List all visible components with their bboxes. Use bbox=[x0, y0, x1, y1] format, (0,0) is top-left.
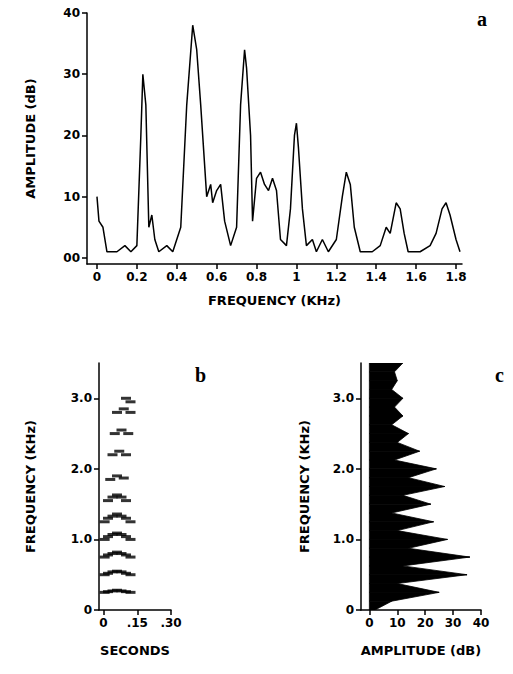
svg-text:3.0: 3.0 bbox=[333, 391, 354, 405]
svg-text:0.8: 0.8 bbox=[246, 270, 267, 284]
svg-text:30: 30 bbox=[445, 616, 462, 630]
svg-text:0: 0 bbox=[99, 616, 107, 630]
svg-text:3.0: 3.0 bbox=[71, 391, 92, 405]
svg-text:0: 0 bbox=[346, 603, 354, 617]
svg-text:1: 1 bbox=[292, 270, 300, 284]
svg-text:1.0: 1.0 bbox=[71, 532, 92, 546]
svg-text:1.2: 1.2 bbox=[326, 270, 347, 284]
svg-text:AMPLITUDE (dB): AMPLITUDE (dB) bbox=[23, 78, 38, 198]
svg-text:2.0: 2.0 bbox=[333, 462, 354, 476]
svg-text:20: 20 bbox=[417, 616, 434, 630]
svg-text:FREQUENCY (KHz): FREQUENCY (KHz) bbox=[297, 420, 312, 553]
svg-text:0: 0 bbox=[84, 603, 92, 617]
svg-text:FREQUENCY (KHz): FREQUENCY (KHz) bbox=[208, 293, 341, 308]
svg-text:.30: .30 bbox=[160, 616, 181, 630]
svg-text:40: 40 bbox=[63, 6, 80, 20]
svg-text:10: 10 bbox=[389, 616, 406, 630]
svg-text:a: a bbox=[477, 8, 487, 30]
svg-text:SECONDS: SECONDS bbox=[100, 643, 170, 658]
svg-text:0.2: 0.2 bbox=[126, 270, 147, 284]
svg-text:.15: .15 bbox=[127, 616, 148, 630]
svg-text:c: c bbox=[495, 364, 504, 386]
svg-text:b: b bbox=[195, 364, 206, 386]
svg-text:20: 20 bbox=[63, 128, 80, 142]
svg-text:0.4: 0.4 bbox=[166, 270, 187, 284]
svg-text:1.8: 1.8 bbox=[445, 270, 466, 284]
svg-text:FREQUENCY (KHz): FREQUENCY (KHz) bbox=[23, 420, 38, 553]
svg-text:0: 0 bbox=[365, 616, 373, 630]
svg-text:1.6: 1.6 bbox=[405, 270, 426, 284]
svg-text:10: 10 bbox=[63, 190, 80, 204]
svg-text:2.0: 2.0 bbox=[71, 462, 92, 476]
svg-text:40: 40 bbox=[473, 616, 490, 630]
svg-text:0: 0 bbox=[93, 270, 101, 284]
svg-text:30: 30 bbox=[63, 67, 80, 81]
svg-text:1.0: 1.0 bbox=[333, 532, 354, 546]
svg-text:0.6: 0.6 bbox=[206, 270, 227, 284]
svg-text:1.4: 1.4 bbox=[366, 270, 387, 284]
svg-text:AMPLITUDE (dB): AMPLITUDE (dB) bbox=[361, 643, 481, 658]
svg-text:00: 00 bbox=[63, 251, 80, 265]
